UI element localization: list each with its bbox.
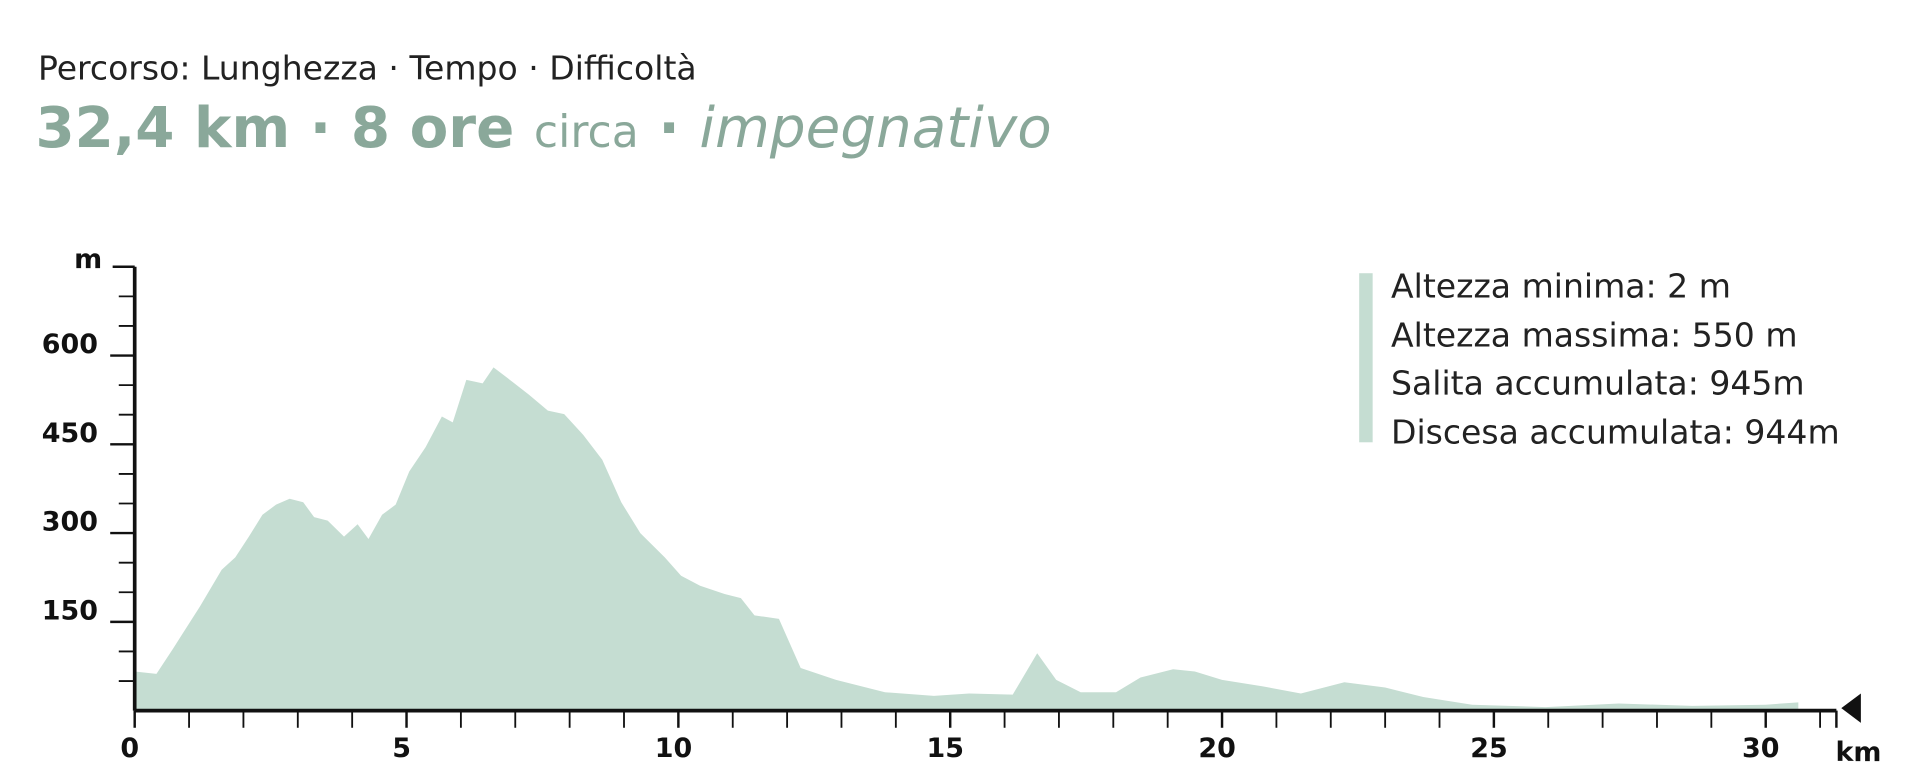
header-title: Percorso: Lunghezza · Tempo · Difficoltà <box>38 49 697 88</box>
x-axis-arrow <box>1841 693 1861 723</box>
time: 8 ore <box>351 96 514 161</box>
x-tick-label: 0 <box>120 733 139 764</box>
separator: · <box>310 96 331 161</box>
x-tick-label: 20 <box>1198 733 1235 764</box>
time-note: circa <box>534 107 639 158</box>
stat: Altezza minima: 2 m <box>1391 267 1731 306</box>
x-tick-label: 15 <box>927 733 964 764</box>
y-tick-label: 300 <box>42 507 98 538</box>
x-tick-label: 5 <box>392 733 411 764</box>
separator: · <box>658 96 679 161</box>
difficulty: impegnativo <box>699 96 1051 161</box>
elevation-area <box>134 367 1799 711</box>
y-tick-label: 600 <box>42 329 98 360</box>
x-tick-label: 30 <box>1742 733 1779 764</box>
y-tick-label: 450 <box>42 418 98 449</box>
stats-bar <box>1359 273 1373 443</box>
stat: Discesa accumulata: 944m <box>1391 413 1840 452</box>
x-axis-label: km <box>1835 737 1881 768</box>
length: 32,4 km <box>36 96 291 161</box>
header-summary: 32,4 km · 8 ore circa · impegnativo <box>36 96 1052 161</box>
stat: Altezza massima: 550 m <box>1391 316 1798 355</box>
y-tick-label: 150 <box>42 595 98 626</box>
y-axis-label: m <box>74 244 102 275</box>
x-tick-label: 10 <box>655 733 692 764</box>
x-tick-label: 25 <box>1470 733 1507 764</box>
stat: Salita accumulata: 945m <box>1391 364 1805 403</box>
